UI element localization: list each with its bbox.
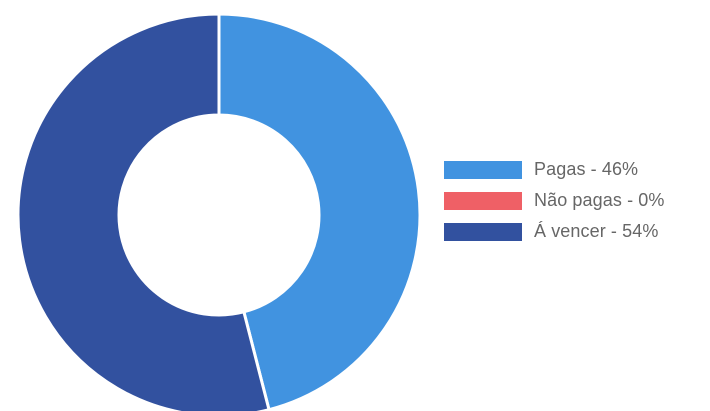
legend-item-pagas[interactable]: Pagas - 46% — [444, 158, 664, 181]
legend-swatch-pagas — [444, 160, 522, 179]
legend-label-a-vencer: Á vencer - 54% — [534, 221, 659, 241]
legend-item-a-vencer[interactable]: Á vencer - 54% — [444, 220, 664, 243]
donut-slice-1[interactable] — [217, 12, 422, 411]
legend-swatch-a-vencer — [444, 222, 522, 241]
legend-swatch-nao-pagas — [444, 191, 522, 210]
legend-label-nao-pagas: Não pagas - 0% — [534, 190, 665, 210]
chart-legend: Pagas - 46% Não pagas - 0% Á vencer - 54… — [444, 158, 664, 251]
legend-label-pagas: Pagas - 46% — [534, 159, 639, 179]
donut-slice-3[interactable] — [16, 12, 271, 411]
legend-item-nao-pagas[interactable]: Não pagas - 0% — [444, 189, 664, 212]
donut-slices — [16, 12, 422, 411]
